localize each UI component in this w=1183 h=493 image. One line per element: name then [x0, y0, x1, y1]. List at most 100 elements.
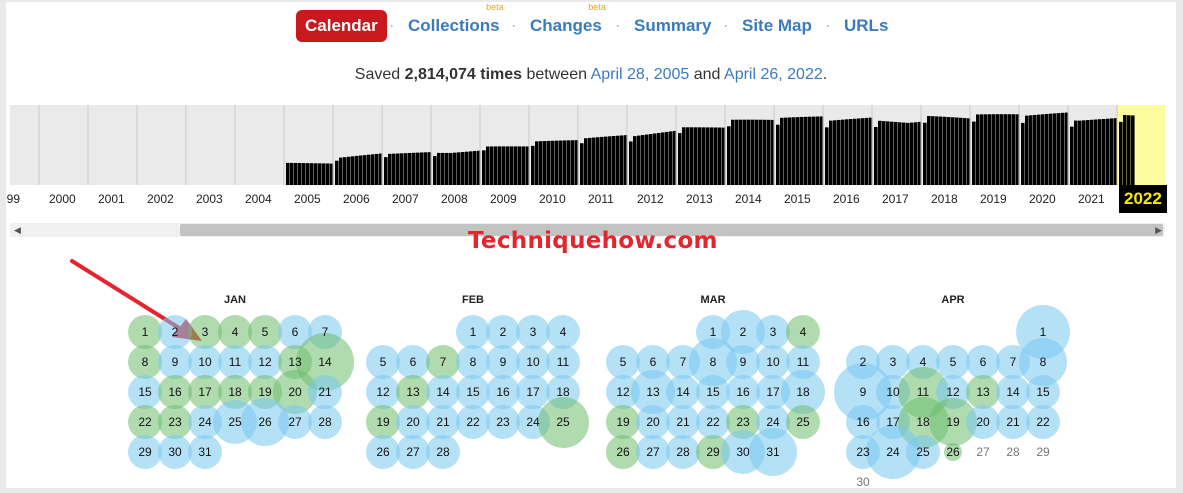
calendar-day[interactable]: 28	[676, 445, 690, 459]
calendar-day[interactable]: 13	[288, 355, 302, 369]
capture-bubble[interactable]	[308, 375, 342, 409]
calendar-day[interactable]: 8	[141, 355, 149, 369]
capture-bar[interactable]	[563, 140, 567, 185]
capture-bar[interactable]	[526, 146, 530, 185]
capture-bubble[interactable]	[188, 315, 222, 349]
year-label[interactable]: 2011	[588, 192, 614, 206]
calendar-day[interactable]: 10	[886, 385, 900, 399]
capture-bar[interactable]	[943, 116, 947, 185]
capture-bubble[interactable]	[606, 345, 640, 379]
calendar-day[interactable]: 15	[706, 385, 720, 399]
capture-bar[interactable]	[914, 122, 918, 185]
calendar-day[interactable]: 25	[796, 415, 810, 429]
capture-bar[interactable]	[453, 152, 457, 185]
calendar-day[interactable]: 2	[859, 355, 867, 369]
capture-bar[interactable]	[976, 114, 980, 185]
calendar-day[interactable]: 12	[616, 385, 630, 399]
capture-bar[interactable]	[396, 153, 400, 185]
calendar-day[interactable]: 21	[1006, 415, 1020, 429]
calendar-day[interactable]: 21	[318, 385, 332, 399]
calendar-day[interactable]: 19	[376, 415, 390, 429]
capture-bar[interactable]	[1037, 114, 1041, 185]
capture-bar[interactable]	[580, 143, 584, 185]
last-capture-link[interactable]: April 26, 2022	[724, 66, 823, 83]
calendar-day[interactable]: 4	[231, 325, 239, 339]
capture-bubble[interactable]	[456, 315, 490, 349]
year-label[interactable]: 2002	[147, 192, 174, 206]
calendar-day[interactable]: 5	[949, 355, 957, 369]
capture-bar[interactable]	[739, 119, 743, 185]
capture-bar[interactable]	[849, 119, 853, 185]
calendar-day[interactable]: 31	[198, 445, 212, 459]
capture-bar[interactable]	[437, 152, 441, 185]
capture-bar[interactable]	[408, 152, 412, 185]
calendar-day[interactable]: 11	[796, 355, 810, 369]
calendar-day[interactable]: 2	[499, 325, 507, 339]
capture-bubble[interactable]	[486, 315, 520, 349]
capture-bar[interactable]	[355, 155, 359, 185]
capture-bar[interactable]	[428, 152, 432, 185]
capture-bubble[interactable]	[966, 375, 1000, 409]
calendar-day[interactable]: 19	[946, 415, 960, 429]
capture-bar[interactable]	[457, 152, 461, 185]
timeline-scrollbar[interactable]: ◀ ▶	[10, 223, 1165, 237]
capture-bar[interactable]	[771, 119, 775, 185]
capture-bubble[interactable]	[396, 345, 430, 379]
calendar-day[interactable]: 21	[676, 415, 690, 429]
nav-calendar[interactable]: Calendar	[296, 10, 387, 42]
capture-bubble[interactable]	[546, 345, 580, 379]
calendar-day[interactable]: 21	[436, 415, 450, 429]
capture-bar[interactable]	[1106, 118, 1110, 185]
capture-bar[interactable]	[522, 146, 526, 185]
first-capture-link[interactable]: April 28, 2005	[590, 66, 690, 83]
capture-bar[interactable]	[559, 140, 563, 185]
capture-bar[interactable]	[494, 146, 498, 185]
capture-bar[interactable]	[1041, 114, 1045, 185]
capture-bubble[interactable]	[786, 405, 820, 439]
capture-bubble[interactable]	[486, 375, 520, 409]
calendar-day[interactable]: 14	[1006, 385, 1020, 399]
capture-bar[interactable]	[1012, 114, 1016, 185]
calendar-day[interactable]: 3	[201, 325, 209, 339]
capture-bubble[interactable]	[537, 396, 589, 448]
capture-bubble[interactable]	[396, 375, 430, 409]
capture-bar[interactable]	[767, 119, 771, 185]
capture-bubble[interactable]	[426, 405, 460, 439]
capture-bar[interactable]	[792, 117, 796, 185]
calendar-day[interactable]: 31	[766, 445, 780, 459]
capture-bar[interactable]	[886, 121, 890, 185]
calendar-day[interactable]: 16	[168, 385, 182, 399]
calendar-day[interactable]: 15	[138, 385, 152, 399]
capture-bar[interactable]	[931, 116, 935, 185]
capture-bar[interactable]	[825, 127, 829, 185]
capture-bar[interactable]	[869, 117, 873, 185]
calendar-day[interactable]: 7	[1009, 355, 1017, 369]
capture-bar[interactable]	[935, 116, 939, 185]
capture-bar[interactable]	[482, 150, 486, 185]
year-label[interactable]: 2021	[1078, 192, 1105, 206]
calendar-day[interactable]: 11	[556, 355, 570, 369]
capture-bar[interactable]	[543, 141, 547, 185]
capture-bubble[interactable]	[486, 345, 520, 379]
capture-bar[interactable]	[465, 151, 469, 185]
calendar-day[interactable]: 3	[529, 325, 537, 339]
capture-bar[interactable]	[318, 163, 322, 185]
calendar-day[interactable]: 4	[799, 325, 807, 339]
calendar-day[interactable]: 25	[228, 415, 242, 429]
calendar-day[interactable]: 15	[1036, 385, 1050, 399]
capture-bar[interactable]	[375, 153, 379, 185]
capture-bubble[interactable]	[188, 345, 222, 379]
capture-bar[interactable]	[620, 135, 624, 185]
calendar-day[interactable]: 22	[1036, 415, 1050, 429]
calendar-day[interactable]: 25	[916, 445, 930, 459]
capture-bar[interactable]	[1025, 115, 1029, 185]
capture-bar[interactable]	[629, 141, 633, 185]
calendar-day[interactable]: 13	[406, 385, 420, 399]
calendar-day[interactable]: 27	[288, 415, 302, 429]
calendar-day[interactable]: 1	[141, 325, 149, 339]
capture-bar[interactable]	[416, 152, 420, 185]
calendar-day[interactable]: 17	[886, 415, 900, 429]
capture-bar[interactable]	[665, 131, 669, 185]
calendar-day[interactable]: 28	[318, 415, 332, 429]
capture-bubble[interactable]	[366, 435, 400, 469]
